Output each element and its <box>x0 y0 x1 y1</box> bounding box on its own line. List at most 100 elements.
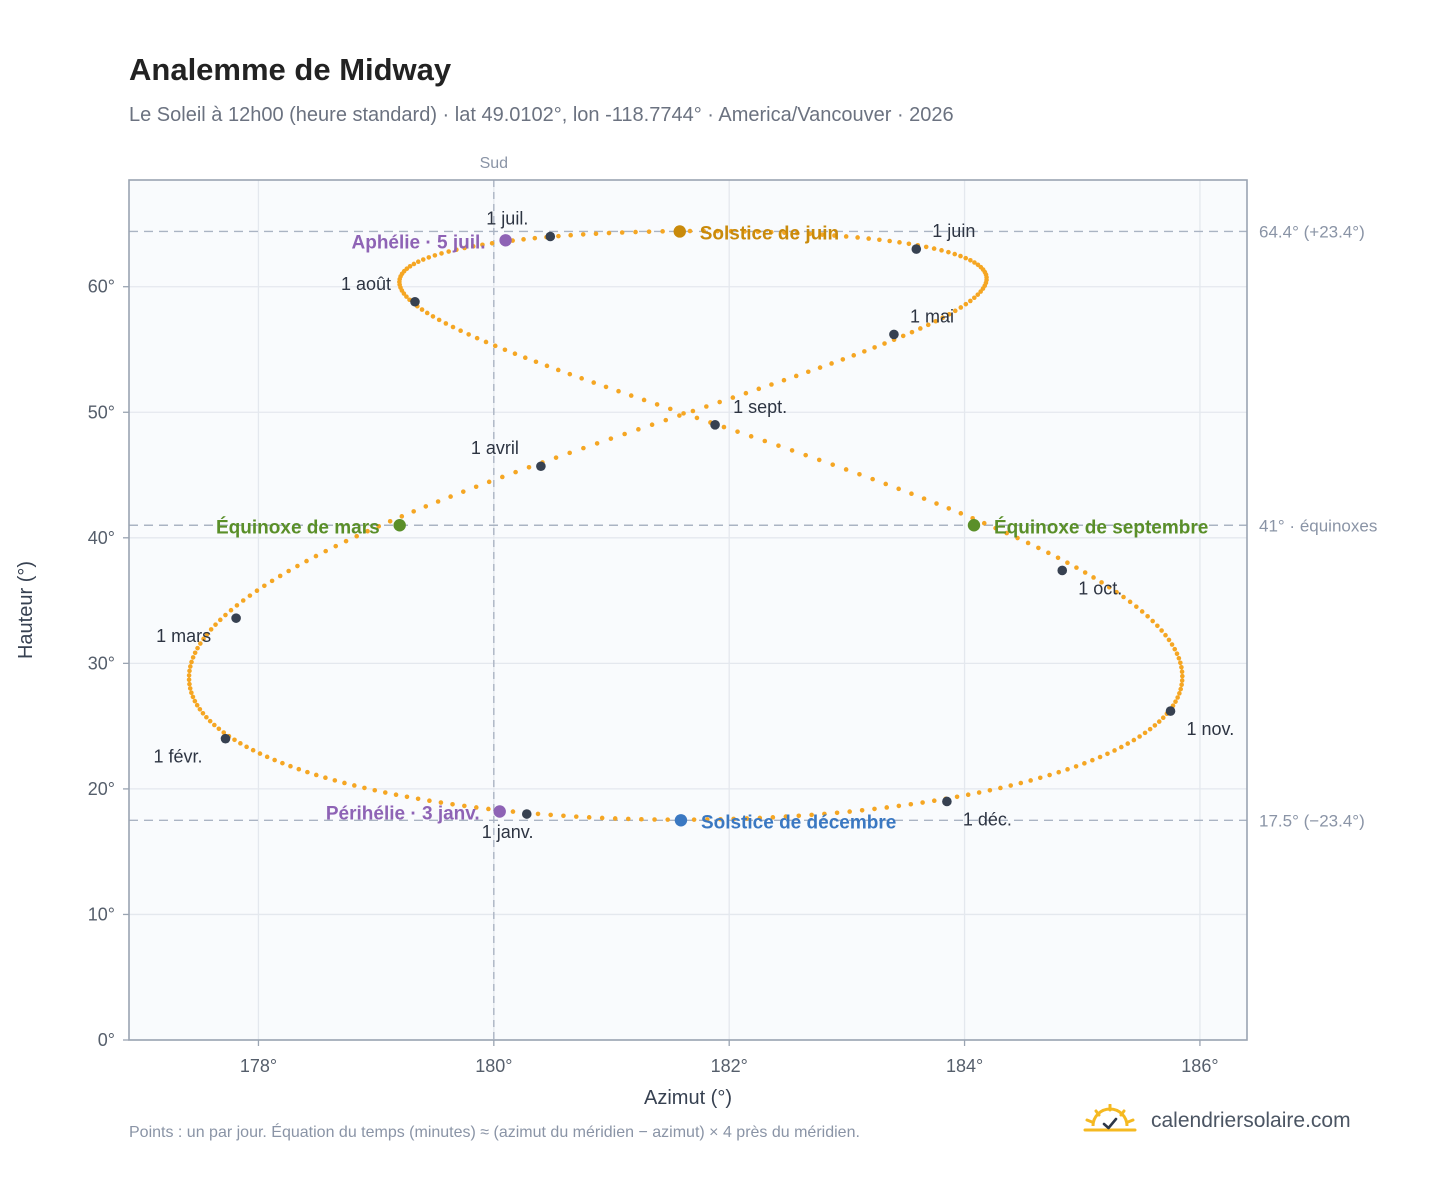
analemma-point <box>1121 594 1126 600</box>
analemma-point <box>450 801 455 807</box>
analemma-point <box>483 339 489 345</box>
analemma-point <box>859 808 865 813</box>
analemma-point <box>201 636 206 642</box>
analemma-point <box>1004 530 1010 536</box>
analemma-point <box>1036 545 1041 551</box>
analemma-point <box>730 395 736 400</box>
analemma-point <box>579 376 584 381</box>
reference-line-label: 41° · équinoxes <box>1259 516 1377 535</box>
brand[interactable]: calendriersolaire.com <box>1083 1104 1351 1138</box>
analemma-point <box>781 377 787 383</box>
analemma-point <box>622 431 627 437</box>
month-marker-label: 1 mars <box>156 626 211 646</box>
event-markers: Solstice de juin Solstice de décembre Équi… <box>216 223 1208 833</box>
analemma-point <box>462 245 467 251</box>
analemma-point <box>691 817 697 822</box>
analemma-point <box>446 249 451 254</box>
analemma-point <box>925 322 931 328</box>
analemma-point <box>594 441 600 446</box>
y-tick-label: 10° <box>88 904 115 924</box>
sun-logo-icon <box>1083 1104 1137 1132</box>
analemma-point <box>190 694 196 700</box>
analemma-point <box>1055 555 1061 561</box>
analemma-point <box>1172 646 1178 652</box>
analemma-point <box>757 815 763 821</box>
event-label: Équinoxe de mars <box>216 516 380 538</box>
analemma-point <box>1131 737 1137 743</box>
y-tick-label: 40° <box>88 528 115 548</box>
analemma-point <box>748 434 754 439</box>
analemma-point <box>715 228 720 234</box>
analemma-point <box>987 787 993 793</box>
analemma-point <box>1139 609 1145 614</box>
analemma-point <box>343 538 349 544</box>
analemma-point <box>404 794 410 800</box>
analemma-point <box>423 504 429 509</box>
analemma-point <box>1114 589 1119 595</box>
analemma-point <box>883 481 889 487</box>
analemma-point <box>882 341 887 346</box>
analemma-point <box>286 568 291 574</box>
analemma-point <box>548 812 553 818</box>
month-marker <box>1057 565 1068 576</box>
analemma-point <box>946 249 951 255</box>
analemma-point <box>946 506 952 511</box>
analemma-point <box>908 801 914 807</box>
analemma-point <box>218 617 223 623</box>
analemma-point <box>556 233 561 239</box>
analemma-point <box>1037 775 1043 781</box>
month-marker <box>545 231 556 242</box>
analemma-point <box>681 411 686 416</box>
analemma-point <box>993 525 998 531</box>
month-marker-label: 1 avril <box>471 438 519 458</box>
analemma-point <box>1177 691 1182 696</box>
analemma-point <box>1118 744 1124 750</box>
analemma-point <box>660 229 665 234</box>
reference-lines: Sud 64.4° (+23.4°) 41° · équinoxes 17.5° (−… <box>129 155 1377 1040</box>
month-marker-label: 1 sept. <box>733 397 787 417</box>
analemma-point <box>872 806 877 812</box>
analemma-point <box>975 292 981 297</box>
analemma-point <box>1175 695 1180 700</box>
analemma-point <box>816 457 822 463</box>
analemma-point <box>204 714 209 720</box>
y-tick-label: 0° <box>98 1030 115 1050</box>
analemma-point <box>789 448 795 453</box>
plot-border <box>128 179 1248 1041</box>
analemma-point <box>1134 604 1139 609</box>
analemma-point <box>776 443 781 448</box>
analemma-point <box>1179 682 1184 688</box>
analemma-point <box>887 238 892 244</box>
analemma-point <box>1180 673 1185 679</box>
analemma-point <box>796 813 802 819</box>
analemma-point <box>884 805 890 810</box>
analemma-point <box>439 251 444 256</box>
analemma-point <box>768 229 774 235</box>
analemma-point <box>492 343 498 349</box>
analemma-point <box>250 747 256 753</box>
event-marker <box>493 805 506 818</box>
analemma-point <box>188 664 193 669</box>
analemma-point <box>411 261 417 267</box>
analemma-point <box>794 230 800 236</box>
month-marker-label: 1 mai <box>910 306 954 326</box>
analemma-point <box>1105 751 1110 757</box>
analemma-point <box>1112 748 1117 753</box>
analemma-point <box>382 790 388 795</box>
analemma-point <box>1015 535 1020 541</box>
analemma-point <box>232 737 237 743</box>
brand-name[interactable]: calendriersolaire.com <box>1151 1109 1351 1132</box>
analemma-point <box>462 803 467 809</box>
analemma-point <box>855 235 860 240</box>
analemma-point <box>1137 734 1142 739</box>
analemma-point <box>677 413 682 418</box>
analemma-point <box>701 228 706 234</box>
analemma-point <box>533 359 539 365</box>
analemma-point <box>782 230 787 235</box>
analemma-point <box>667 406 673 412</box>
analemma-point <box>946 311 952 317</box>
analemma-point <box>288 763 293 769</box>
month-marker-label: 1 févr. <box>154 747 203 767</box>
analemma-point <box>783 814 789 819</box>
analemma-point <box>896 803 902 809</box>
